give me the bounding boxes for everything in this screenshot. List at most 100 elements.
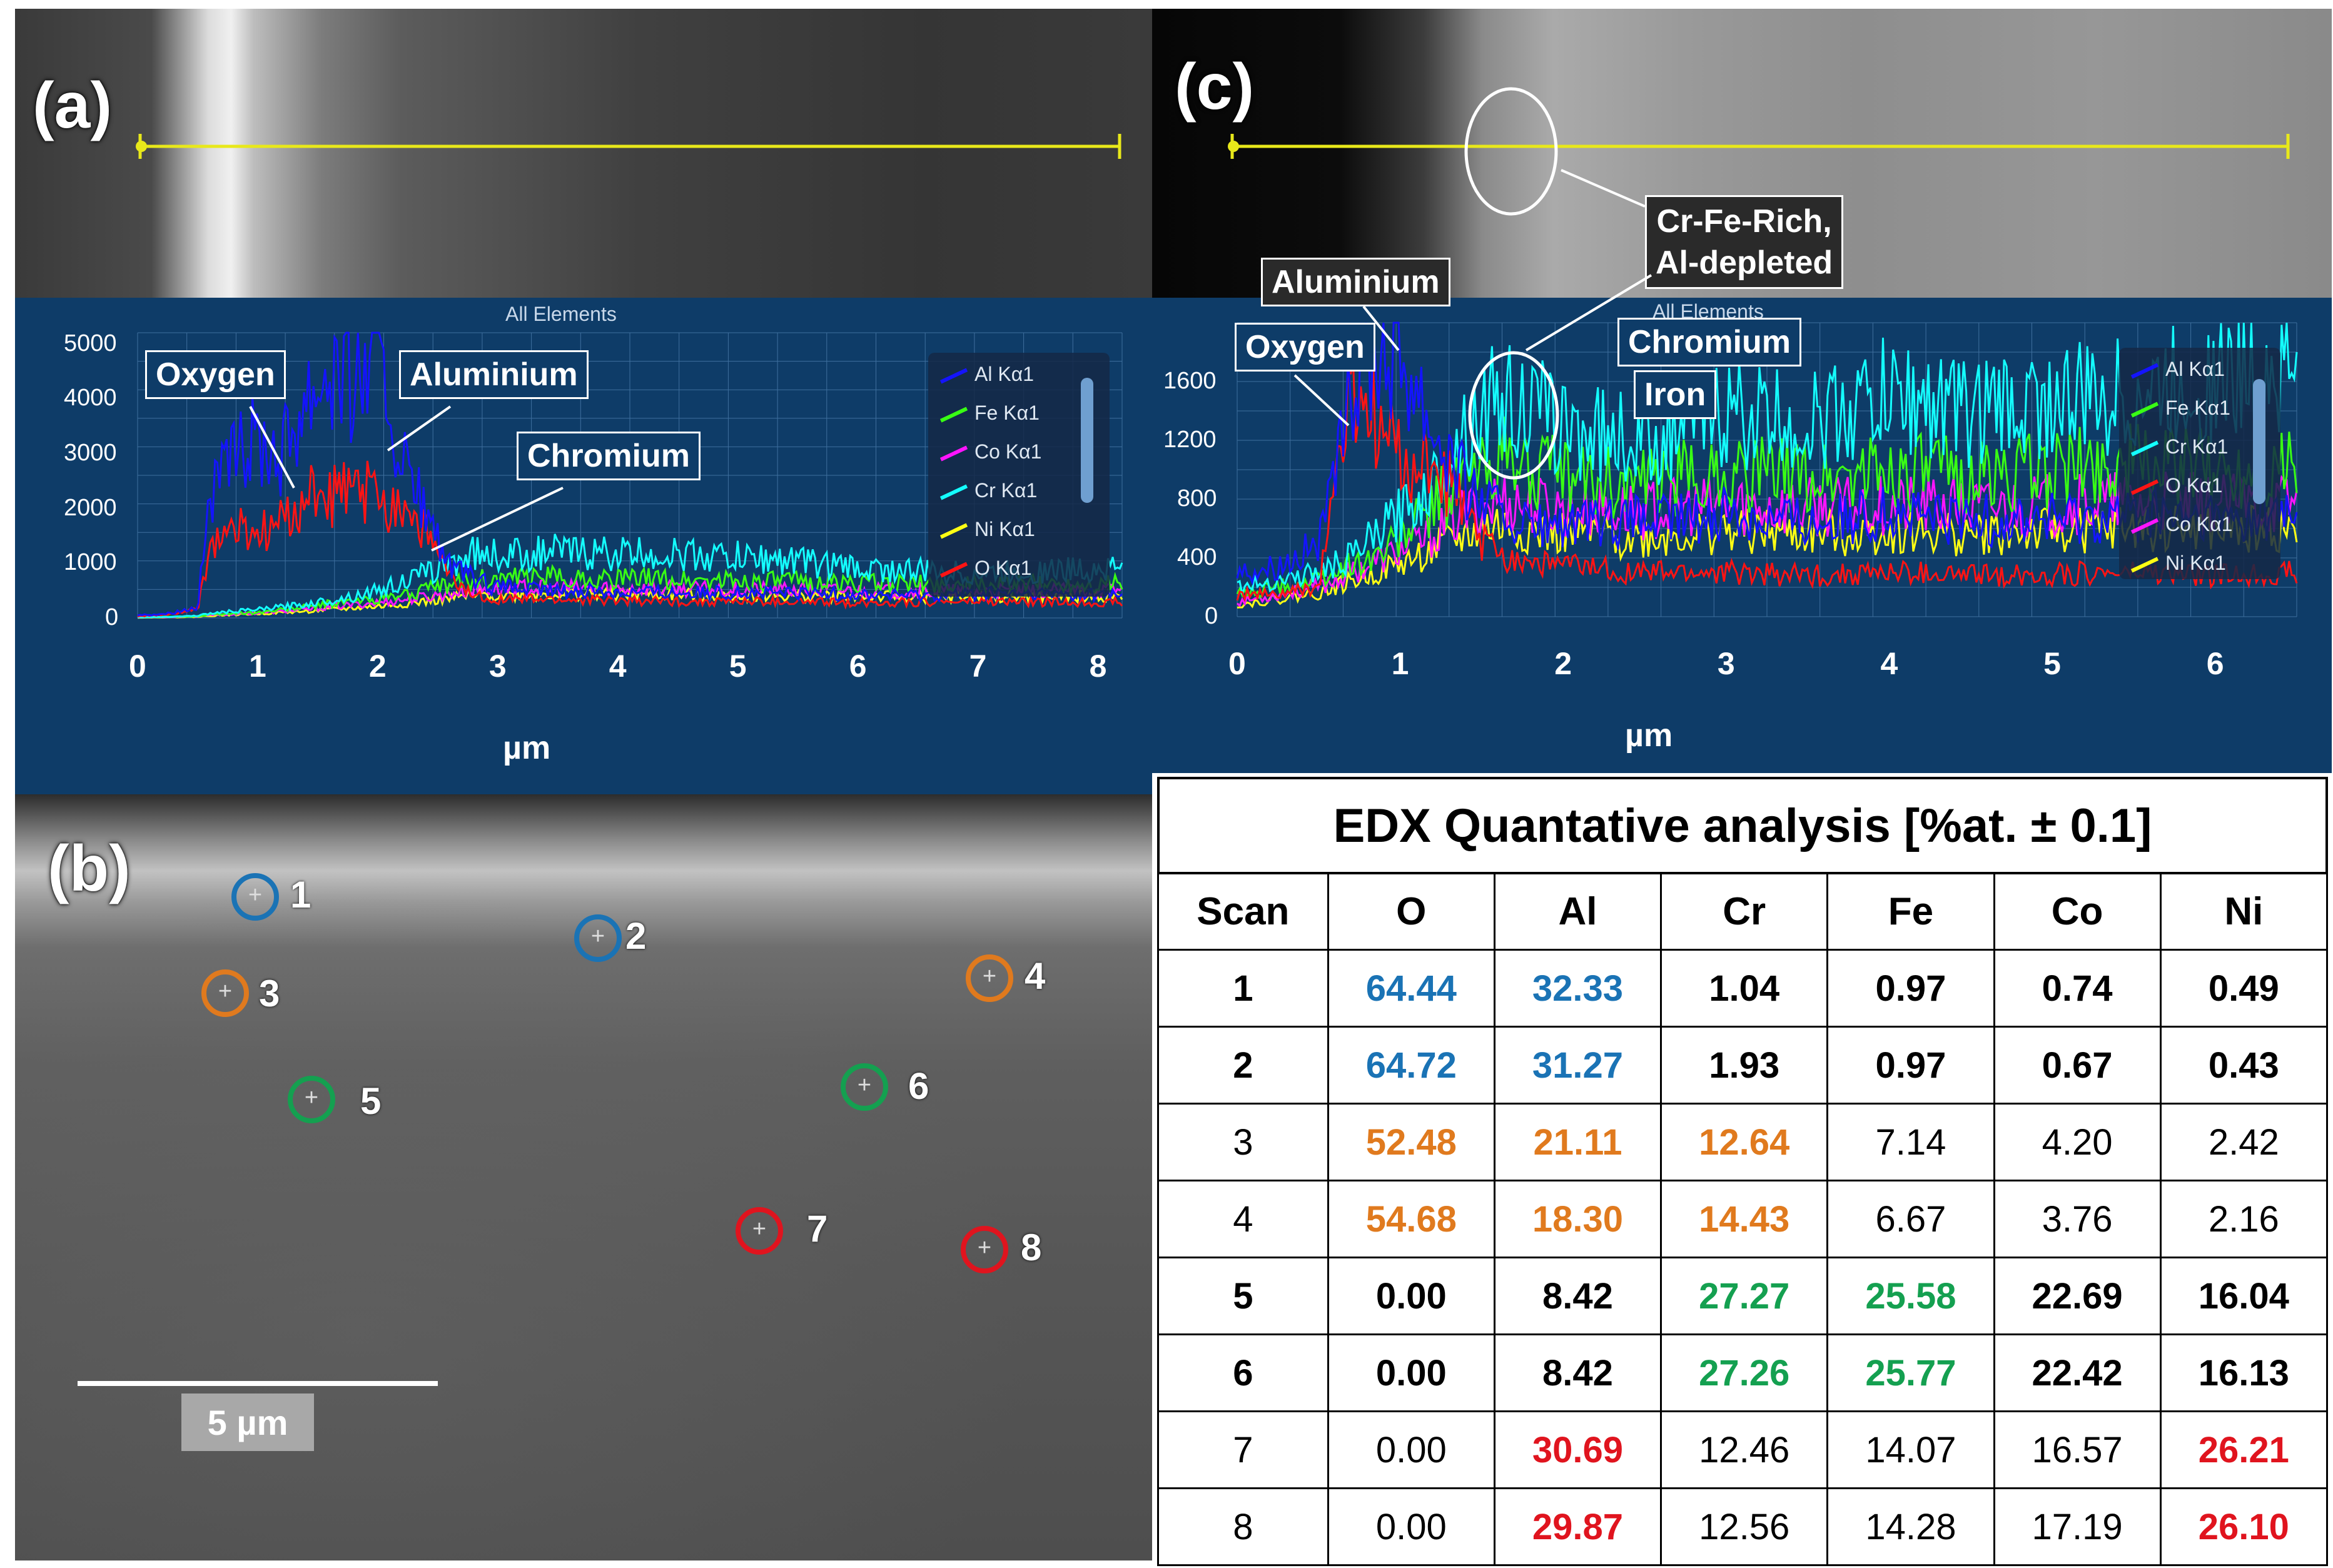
x-tick-label: 0	[1228, 646, 1246, 681]
value-cell: 0.00	[1327, 1333, 1495, 1412]
legend-item[interactable]: Fe Kα1	[939, 402, 1040, 425]
value-cell: 0.49	[2159, 949, 2329, 1028]
y-tick-label: 3000	[64, 439, 117, 466]
y-tick-label: 1600	[1163, 368, 1217, 394]
legend-label: Co Kα1	[2165, 513, 2233, 535]
x-tick-label: 5	[729, 649, 747, 684]
legend-item[interactable]: Cr Kα1	[939, 479, 1037, 502]
scan-point-5-label: 5	[360, 1080, 382, 1122]
legend-item[interactable]: Ni Kα1	[939, 518, 1035, 541]
scan-id-cell: 7	[1157, 1410, 1329, 1489]
callout-oxygen-a: Oxygen	[145, 350, 286, 399]
callout-aluminium-c: Aluminium	[1261, 258, 1450, 306]
chart-a-legend: Al Kα1 Fe Kα1 Co Kα1 Cr Kα1 Ni Kα1 O Kα1	[928, 353, 1110, 597]
value-cell: 0.74	[1993, 949, 2162, 1028]
y-tick-label: 400	[1177, 544, 1217, 570]
value-cell: 3.76	[1993, 1180, 2162, 1258]
x-tick-label: 4	[1880, 646, 1898, 681]
chart-c-xlabel: µm	[1625, 717, 1673, 754]
legend-item[interactable]: Ni Kα1	[2130, 552, 2226, 575]
legend-swatch	[2130, 557, 2159, 572]
callout-chromium-a: Chromium	[517, 432, 701, 480]
legend-item[interactable]: O Kα1	[939, 557, 1031, 580]
legend-label: Co Kα1	[974, 440, 1042, 463]
table-row: 1 64.44 32.33 1.04 0.97 0.74 0.49	[1157, 949, 2329, 1028]
scan-point-8-label: 8	[1021, 1227, 1042, 1268]
legend-swatch	[2130, 479, 2159, 495]
table-header-cell: Scan	[1157, 872, 1329, 951]
value-cell: 4.20	[1993, 1103, 2162, 1181]
value-cell: 22.69	[1993, 1257, 2162, 1335]
table-row: 3 52.48 21.11 12.64 7.14 4.20 2.42	[1157, 1103, 2329, 1181]
value-cell: 27.26	[1660, 1333, 1829, 1412]
value-cell: 29.87	[1493, 1487, 1662, 1566]
value-cell: 1.93	[1660, 1026, 1829, 1105]
legend-label: O Kα1	[974, 557, 1032, 579]
value-cell: 16.57	[1993, 1410, 2162, 1489]
y-tick-label: 2000	[64, 494, 117, 521]
scan-point-1-marker	[231, 873, 279, 921]
x-tick-label: 1	[248, 649, 266, 684]
x-tick-label: 6	[2206, 646, 2224, 681]
scale-bar	[78, 1381, 438, 1386]
legend-swatch	[939, 562, 968, 577]
legend-scrollbar-a[interactable]	[1081, 378, 1093, 503]
value-cell: 0.00	[1327, 1410, 1495, 1489]
scan-point-8-marker	[961, 1226, 1008, 1273]
value-cell: 6.67	[1826, 1180, 1995, 1258]
table-header-cell: Al	[1493, 872, 1662, 951]
legend-item[interactable]: Co Kα1	[2130, 513, 2232, 536]
chart-c-legend: Al Kα1 Fe Kα1 Cr Kα1 O Kα1 Co Kα1 Ni Kα1	[2119, 348, 2280, 579]
callout-cr-fe-rich-line1: Cr-Fe-Rich,	[1656, 203, 1832, 240]
y-tick-label: 5000	[64, 330, 117, 357]
y-tick-label: 1000	[64, 549, 117, 576]
legend-item[interactable]: Al Kα1	[2130, 358, 2225, 381]
scan-point-7-marker	[736, 1207, 783, 1255]
scan-id-cell: 1	[1157, 949, 1329, 1028]
table-header-row: Scan O Al Cr Fe Co Ni	[1157, 872, 2329, 951]
value-cell: 12.46	[1660, 1410, 1829, 1489]
scan-id-cell: 5	[1157, 1257, 1329, 1335]
scan-point-6-marker	[841, 1063, 888, 1111]
x-tick-label: 2	[1554, 646, 1572, 681]
series-line-al	[137, 331, 1123, 617]
chart-a-xlabel: µm	[503, 730, 551, 766]
y-tick-label: 800	[1177, 485, 1217, 512]
legend-item[interactable]: O Kα1	[2130, 474, 2222, 497]
table-row: 6 0.00 8.42 27.26 25.77 22.42 16.13	[1157, 1333, 2329, 1412]
value-cell: 0.00	[1327, 1257, 1495, 1335]
value-cell: 22.42	[1993, 1333, 2162, 1412]
value-cell: 26.21	[2159, 1410, 2329, 1489]
value-cell: 16.13	[2159, 1333, 2329, 1412]
value-cell: 16.04	[2159, 1257, 2329, 1335]
scan-point-7-label: 7	[807, 1208, 828, 1250]
value-cell: 14.43	[1660, 1180, 1829, 1258]
legend-label: Fe Kα1	[974, 402, 1040, 424]
legend-swatch	[2130, 363, 2159, 378]
value-cell: 52.48	[1327, 1103, 1495, 1181]
scan-point-3-marker	[201, 969, 249, 1017]
chart-a-title: All Elements	[505, 303, 617, 325]
value-cell: 0.97	[1826, 949, 1995, 1028]
legend-swatch	[2130, 402, 2159, 417]
legend-item[interactable]: Co Kα1	[939, 440, 1041, 463]
table-row: 8 0.00 29.87 12.56 14.28 17.19 26.10	[1157, 1487, 2329, 1566]
y-tick-label: 1200	[1163, 427, 1217, 453]
edx-data-table: Scan O Al Cr Fe Co Ni 1 64.44 32.33 1.04 0.97 0.74 0…	[1157, 872, 2329, 1566]
scan-line-c	[1228, 87, 2290, 216]
scan-point-4-label: 4	[1025, 955, 1046, 997]
table-row: 4 54.68 18.30 14.43 6.67 3.76 2.16	[1157, 1180, 2329, 1258]
legend-scrollbar-c[interactable]	[2253, 379, 2265, 504]
legend-item[interactable]: Fe Kα1	[2130, 397, 2230, 420]
value-cell: 2.42	[2159, 1103, 2329, 1181]
legend-swatch	[939, 368, 968, 383]
scan-point-6-label: 6	[908, 1065, 929, 1107]
x-tick-label: 6	[849, 649, 867, 684]
value-cell: 14.07	[1826, 1410, 1995, 1489]
value-cell: 32.33	[1493, 949, 1662, 1028]
legend-item[interactable]: Cr Kα1	[2130, 435, 2228, 458]
table-header-cell: Cr	[1660, 872, 1829, 951]
legend-item[interactable]: Al Kα1	[939, 363, 1034, 386]
value-cell: 26.10	[2159, 1487, 2329, 1566]
x-tick-label: 1	[1391, 646, 1409, 681]
